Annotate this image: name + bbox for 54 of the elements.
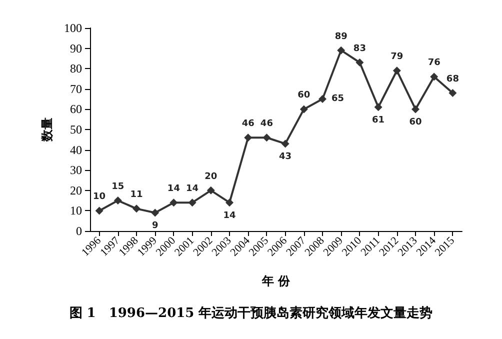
- data-label: 43: [279, 152, 292, 162]
- y-tick-label: 100: [64, 21, 82, 35]
- data-label: 46: [242, 119, 254, 130]
- data-label: 79: [390, 52, 404, 62]
- data-label: 14: [167, 184, 180, 194]
- point: [170, 198, 178, 207]
- data-label: 83: [353, 44, 366, 54]
- y-tick-label: 10: [70, 204, 82, 218]
- data-label: 46: [260, 119, 273, 130]
- data-label: 60: [409, 118, 422, 128]
- y-tick-label: 60: [70, 102, 82, 116]
- y-tick-label: 20: [70, 183, 82, 198]
- y-tick-label: 70: [70, 82, 82, 96]
- y-tick-label: 80: [70, 62, 82, 76]
- data-label: 76: [428, 58, 440, 68]
- point: [300, 105, 308, 114]
- data-label: 15: [112, 182, 124, 192]
- y-tick-label: 0: [76, 224, 82, 238]
- data-label: 89: [334, 32, 348, 42]
- y-tick-label: 30: [70, 163, 82, 178]
- point: [318, 95, 326, 104]
- y-tick-label: 90: [70, 41, 82, 56]
- data-label: 65: [332, 94, 344, 104]
- y-tick-label: 40: [70, 142, 82, 157]
- point: [412, 105, 420, 114]
- data-label: 68: [446, 74, 459, 84]
- data-label: 61: [372, 116, 385, 126]
- data-label: 20: [204, 172, 218, 182]
- point: [206, 186, 215, 194]
- y-tick-label: 50: [70, 122, 82, 136]
- data-label: 60: [298, 90, 310, 101]
- data-label: 11: [130, 190, 143, 200]
- point: [337, 46, 346, 54]
- point: [356, 58, 364, 67]
- point: [392, 66, 401, 75]
- point: [188, 198, 196, 207]
- point: [430, 72, 438, 81]
- data-label: 10: [93, 192, 106, 202]
- point: [114, 196, 122, 205]
- data-label: 14: [223, 211, 236, 222]
- point: [374, 103, 382, 112]
- point: [262, 134, 271, 142]
- text: 图 1 1996—2015 年运动干预胰岛素研究领域年发文量走势: [69, 305, 433, 321]
- data-label: 9: [152, 221, 158, 232]
- y-axis-title: 数量: [40, 118, 54, 142]
- point: [244, 134, 252, 142]
- point: [95, 206, 104, 215]
- x-axis-title: 年 份: [260, 274, 292, 288]
- point: [448, 88, 457, 97]
- data-label: 14: [186, 184, 199, 194]
- point: [151, 208, 160, 217]
- point: [226, 198, 234, 207]
- point: [132, 204, 140, 213]
- point: [281, 140, 290, 148]
